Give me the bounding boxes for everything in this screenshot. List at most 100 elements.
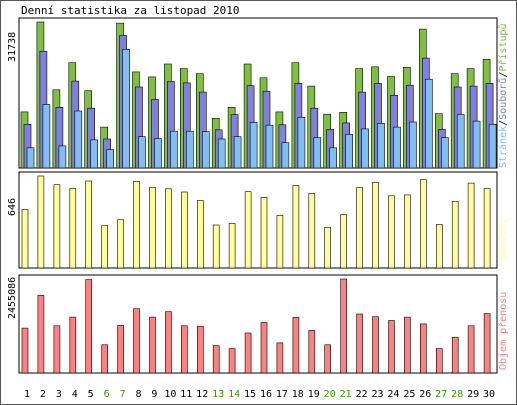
x-tick-day-27: 27 [435,389,447,400]
y-max-label: 31738 [7,32,18,62]
x-tick-day-30: 30 [483,389,495,400]
návštěv-bar-day-21 [340,214,348,269]
stránek-bar-day-20 [329,147,338,169]
x-tick-day-2: 2 [40,389,46,400]
legend-separator: / [498,72,509,78]
x-tick-day-11: 11 [180,389,192,400]
objem-přenosu-bar-day-20 [324,344,332,374]
x-tick-day-15: 15 [244,389,256,400]
legend-entry-3: Přístupů [497,23,509,71]
panel-frame [18,171,498,269]
x-tick-day-21: 21 [340,389,352,400]
series-label: Návštěv [497,218,509,260]
x-tick-day-16: 16 [260,389,272,400]
legend-separator: / [498,120,509,126]
objem-přenosu-bar-day-28 [451,336,459,374]
objem-přenosu-bar-day-7 [117,325,124,374]
stránek-bar-day-21 [345,134,354,169]
panel-3: 2455086 Objem přenosu [7,274,509,374]
objem-přenosu-bar-day-1 [21,327,29,374]
x-tick-day-29: 29 [467,389,479,400]
objem-přenosu-bar-day-24 [388,320,395,374]
x-tick-day-23: 23 [371,389,383,400]
x-tick-day-19: 19 [308,389,320,400]
návštěv-bar-day-24 [388,195,395,269]
návštěv-bar-day-2-max [37,175,45,269]
návštěv-bar-day-8 [133,181,140,269]
panel-frame [18,17,498,169]
stránek-bar-day-29 [472,120,481,169]
stránek-bar-day-18 [297,117,306,169]
návštěv-bar-day-27 [435,224,443,269]
návštěv-bar-day-30 [483,188,491,269]
návštěv-bar-day-22 [356,187,363,269]
objem-přenosu-bar-day-16 [260,322,268,374]
x-tick-day-10: 10 [164,389,176,400]
x-tick-day-18: 18 [292,389,304,400]
x-tick-day-1: 1 [24,389,30,400]
návštěv-bar-day-26 [419,179,427,269]
návštěv-bar-day-18 [292,185,300,269]
objem-přenosu-bar-day-5 [85,279,92,374]
x-tick-day-8: 8 [135,389,141,400]
objem-přenosu-bar-day-6 [101,344,108,374]
x-tick-day-24: 24 [387,389,399,400]
objem-přenosu-bar-day-10 [165,311,172,374]
návštěv-bar-day-12 [197,200,204,269]
objem-přenosu-bar-day-21-max [340,278,348,374]
návštěv-bar-day-17 [276,215,284,269]
stránek-bar-day-15 [249,122,258,169]
x-tick-day-20: 20 [324,389,336,400]
objem-přenosu-bar-day-14 [228,348,236,374]
objem-přenosu-bar-day-23 [372,316,379,374]
stránek-bar-day-6 [106,149,114,169]
návštěv-bar-day-14 [228,223,236,269]
objem-přenosu-bar-day-25 [404,316,411,374]
stránek-bar-day-9 [154,138,162,169]
series-legend: Stránek/Souborů/Přístupů [497,23,509,168]
objem-přenosu-bar-day-19 [308,330,316,374]
objem-přenosu-bar-day-18 [292,317,300,374]
objem-přenosu-bar-day-15 [244,332,252,374]
stránek-bar-day-13 [217,138,226,169]
stránek-bar-day-24 [393,126,401,169]
návštěv-bar-day-25 [404,194,411,269]
objem-přenosu-bar-day-4 [69,316,77,374]
legend-entry-1: Stránek [497,126,509,168]
chart-title: Denní statistika za listopad 2010 [21,4,240,17]
panel-frame [18,274,498,374]
stránek-bar-day-1 [26,147,35,169]
objem-přenosu-bar-day-8 [133,308,140,374]
návštěv-bar-day-15 [244,191,252,269]
x-tick-day-26: 26 [419,389,431,400]
stránek-bar-day-14 [233,136,242,169]
x-axis-tick-labels: 1 2 3 4 5 6 7 8 9 10 11 12 13 14 15 16 17 18 19 20 21 22 23 24 2… [24,389,495,400]
series-label: Objem přenosu [497,292,509,370]
objem-přenosu-bar-day-3 [53,325,61,374]
x-tick-day-13: 13 [212,389,224,400]
objem-přenosu-bar-day-13 [212,345,220,374]
návštěv-bar-day-28 [451,201,459,269]
x-tick-day-5: 5 [88,389,94,400]
stránek-bar-day-3 [58,145,67,169]
x-tick-day-22: 22 [356,389,368,400]
stránek-bar-day-27 [440,137,449,169]
návštěv-bar-day-29 [467,182,475,269]
návštěv-bar-day-1 [21,209,29,269]
x-tick-day-4: 4 [72,389,78,400]
stránek-bar-day-8 [138,136,146,169]
x-tick-day-25: 25 [403,389,415,400]
chart-panels: 31738Stránek/Souborů/Přístupů646Návštěv2… [7,17,509,374]
stránek-bar-day-7 [122,48,130,169]
stránek-bar-day-10 [170,130,178,169]
návštěv-bar-day-9 [149,187,156,269]
stránek-bar-day-16 [265,124,274,169]
stránek-bar-day-23 [377,123,385,169]
x-tick-day-9: 9 [151,389,157,400]
návštěv-bar-day-16 [260,197,268,269]
x-tick-day-28: 28 [451,389,463,400]
stránek-bar-day-25 [409,121,417,169]
